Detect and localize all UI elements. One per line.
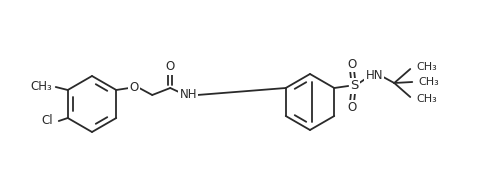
Text: S: S [349, 79, 358, 93]
Text: CH₃: CH₃ [30, 80, 52, 94]
Text: NH: NH [179, 89, 196, 102]
Text: CH₃: CH₃ [417, 77, 438, 87]
Text: CH₃: CH₃ [415, 94, 436, 104]
Text: O: O [129, 81, 139, 94]
Text: O: O [347, 57, 356, 70]
Text: O: O [165, 60, 174, 74]
Text: O: O [347, 102, 356, 114]
Text: Cl: Cl [41, 114, 53, 127]
Text: HN: HN [365, 70, 382, 83]
Text: CH₃: CH₃ [415, 62, 436, 72]
